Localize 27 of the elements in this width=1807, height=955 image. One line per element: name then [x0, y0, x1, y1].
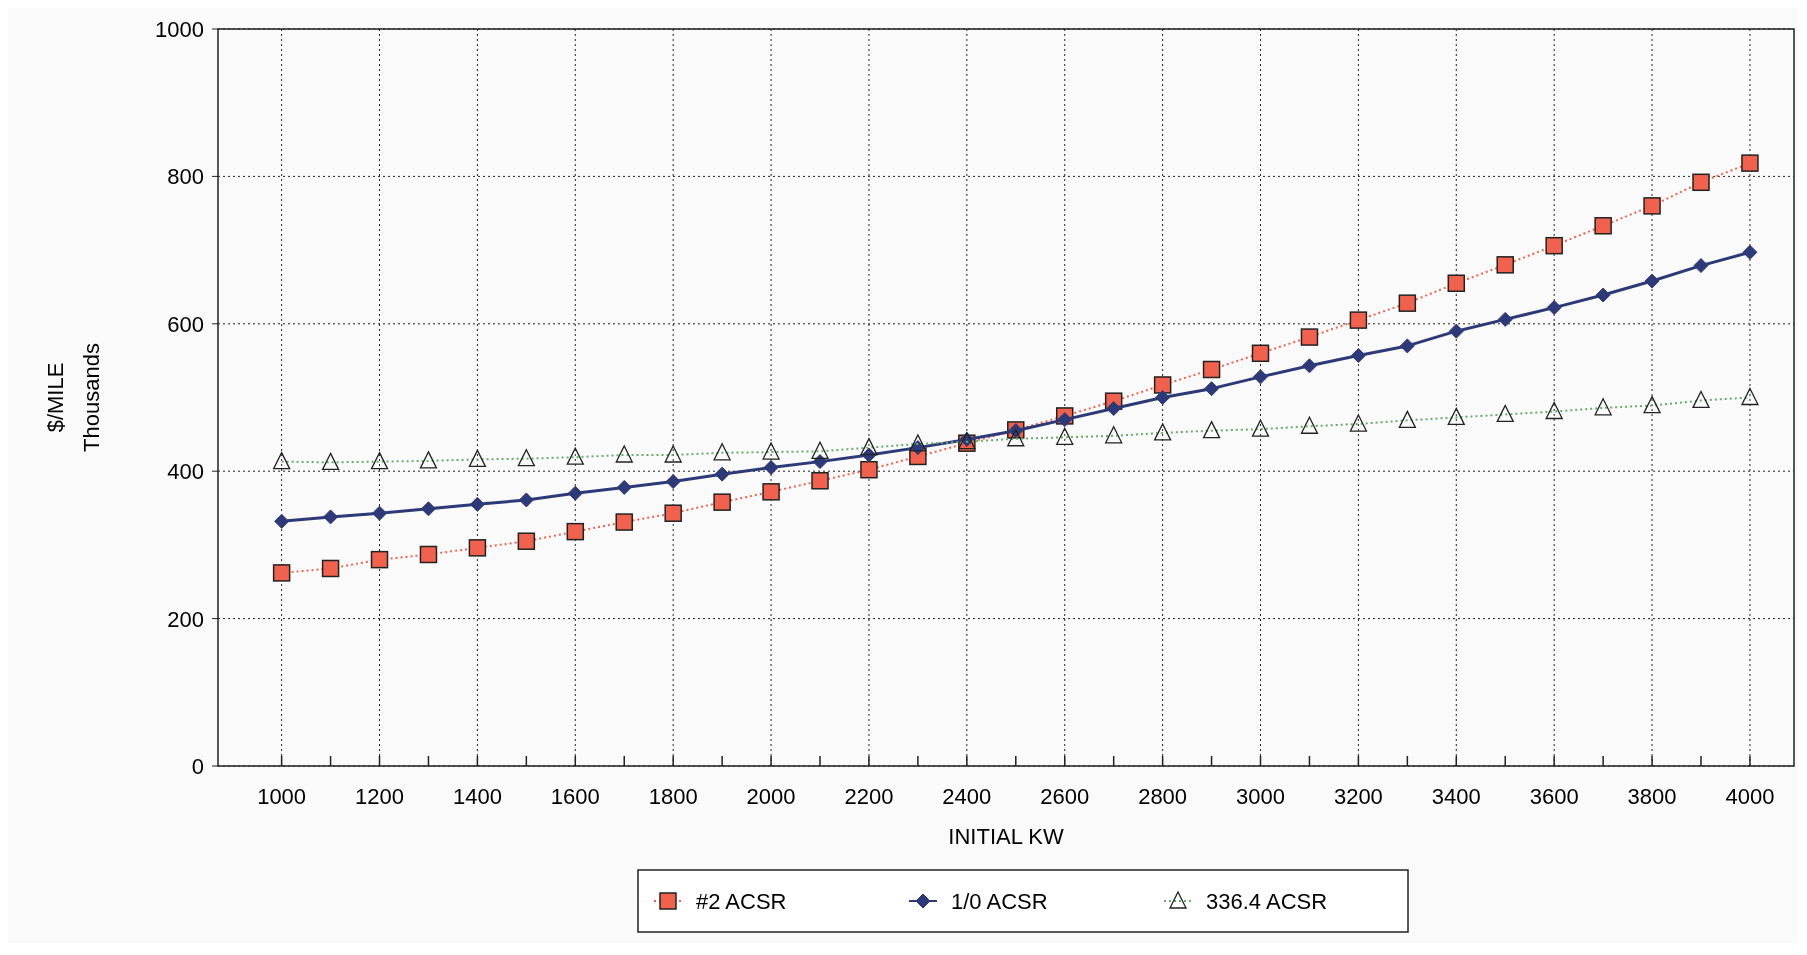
x-tick-label: 3200	[1333, 784, 1383, 809]
legend-label: #2 ACSR	[696, 889, 787, 914]
y-tick-label: 200	[167, 606, 204, 632]
x-tick-label: 2600	[1040, 784, 1090, 809]
y-tick-label: 1000	[155, 17, 204, 42]
y-tick-label: 600	[167, 311, 204, 337]
x-tick-label: 3000	[1236, 784, 1285, 809]
x-tick-label: 4000	[1725, 784, 1775, 809]
x-tick-label: 1600	[550, 784, 600, 809]
x-tick-label: 3600	[1529, 784, 1579, 809]
y-tick-label: 0	[191, 754, 204, 779]
y-tick-label: 800	[167, 164, 204, 190]
x-tick-label: 1400	[452, 784, 502, 809]
x-tick-label: 1000	[257, 784, 307, 809]
legend-label: 1/0 ACSR	[951, 889, 1048, 914]
x-axis-title: INITIAL KW	[948, 824, 1064, 849]
legend-label: 336.4 ACSR	[1206, 889, 1328, 914]
x-tick-label: 1200	[355, 784, 404, 809]
x-tick-label: 2000	[746, 784, 796, 809]
y-axis-title: $/MILE Thousands	[43, 343, 104, 452]
x-tick-label: 2200	[844, 784, 894, 809]
x-tick-label: 3400	[1431, 784, 1481, 809]
x-tick-label: 1800	[648, 784, 698, 809]
x-tick-label: 3800	[1627, 784, 1677, 809]
x-tick-label: 2400	[942, 784, 992, 809]
y-tick-label: 400	[167, 459, 204, 485]
x-tick-label: 2800	[1138, 784, 1188, 809]
